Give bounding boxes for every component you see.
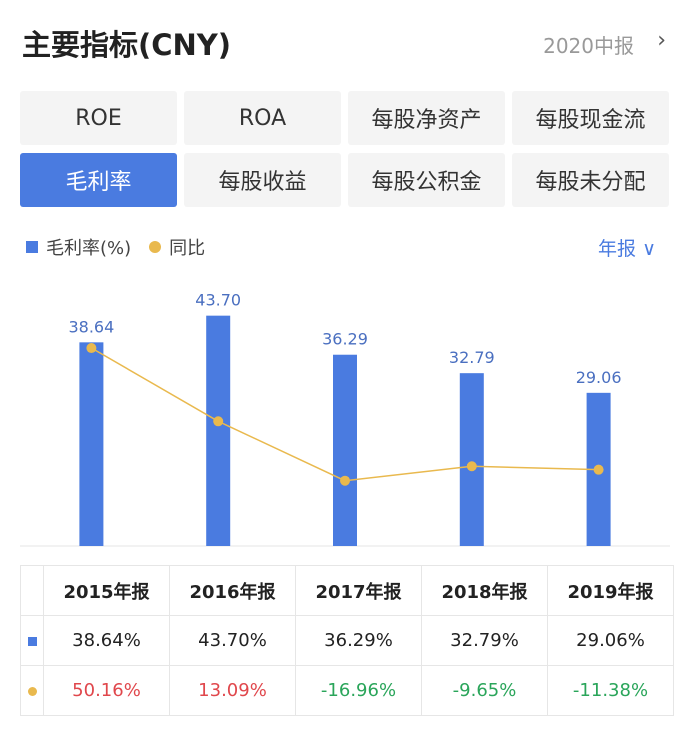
row-marker-cell (20, 615, 44, 666)
bar (333, 354, 357, 546)
chevron-icon[interactable]: › (657, 28, 666, 53)
bar (79, 342, 104, 546)
table-cell: -16.96% (295, 665, 422, 716)
line-point (86, 343, 97, 354)
period-selector[interactable]: 年报 ∨ (598, 238, 656, 260)
legend-label: 同比 (169, 238, 206, 259)
page-title: 主要指标(CNY) (22, 28, 232, 62)
selector-label[interactable]: 年报 (598, 238, 637, 260)
table-header-cell: 2019年报 (547, 565, 674, 616)
table-corner (20, 565, 44, 616)
line-point (466, 461, 477, 472)
row-marker (27, 637, 37, 646)
row-marker-cell (20, 665, 44, 716)
table-cell: 29.06% (547, 615, 674, 666)
row-marker (27, 687, 37, 696)
table-header-cell: 2016年报 (169, 565, 296, 616)
table-header-cell: 2018年报 (421, 565, 548, 616)
line-point (213, 416, 224, 427)
bar-label: 38.64 (68, 317, 114, 336)
tab[interactable]: 每股未分配 (512, 153, 669, 207)
table-cell: 32.79% (421, 615, 548, 666)
bar-label: 36.29 (322, 330, 368, 349)
data-table: 2015年报 2016年报 2017年报 2018年报 2019年报 38.64% 43.7… (20, 565, 674, 716)
tab[interactable]: 每股现金流 (512, 91, 669, 145)
legend-swatch (149, 241, 162, 253)
table-cell: 13.09% (169, 665, 296, 716)
table-cell: 38.64% (43, 615, 170, 666)
table-header-cell: 2015年报 (43, 565, 170, 616)
tab[interactable]: ROE (20, 91, 177, 145)
legend-label: 毛利率(%) (46, 238, 132, 259)
table-cell: -9.65% (421, 665, 548, 716)
table-cell: 43.70% (169, 615, 296, 666)
tab[interactable]: 每股公积金 (348, 153, 505, 207)
bar-label: 43.70 (195, 291, 241, 310)
tab[interactable]: 每股收益 (184, 153, 341, 207)
tab[interactable]: 每股净资产 (348, 91, 505, 145)
line-point (593, 464, 604, 475)
legend: 毛利率(%) 同比 (26, 234, 223, 260)
table-cell: 36.29% (295, 615, 422, 666)
bar (459, 373, 484, 546)
bar (206, 315, 231, 546)
chart: 38.64 43.70 36.29 32.79 29.06 (20, 291, 670, 547)
bar-label: 29.06 (576, 368, 622, 387)
table-header-row: 2015年报 2016年报 2017年报 2018年报 2019年报 (20, 565, 674, 616)
table-row: 38.64% 43.70% 36.29% 32.79% 29.06% (20, 615, 674, 666)
table-cell: 50.16% (43, 665, 170, 716)
table-cell: -11.38% (547, 665, 674, 716)
bar-label: 32.79 (449, 348, 495, 367)
period-picker[interactable]: 2020中报 (543, 34, 634, 58)
table-row: 50.16% 13.09% -16.96% -9.65% -11.38% (20, 665, 674, 716)
tab[interactable]: ROA (184, 91, 341, 145)
line-point (340, 475, 350, 486)
tab[interactable]: 毛利率 (20, 153, 177, 207)
legend-swatch (26, 241, 38, 253)
table-header-cell: 2017年报 (295, 565, 422, 616)
